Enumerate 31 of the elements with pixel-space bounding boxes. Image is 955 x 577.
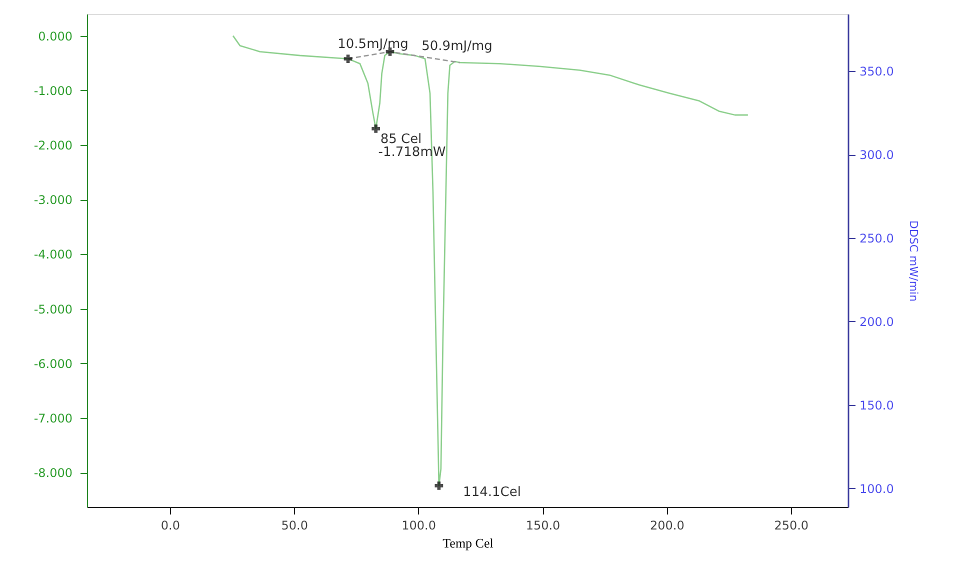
y2-tick-label: 350.0 <box>860 64 894 79</box>
x-tick-label: 50.0 <box>281 518 308 532</box>
annotation: 114.1Cel <box>463 485 521 500</box>
annotation: 10.5mJ/mg <box>338 37 408 52</box>
y2-tick-label: 300.0 <box>860 148 894 162</box>
annotation: 85 Cel <box>380 132 422 147</box>
y-tick-label: -4.000 <box>34 248 72 262</box>
point <box>434 482 444 490</box>
point <box>372 124 380 133</box>
x-tick-label: 250.0 <box>774 518 809 532</box>
y-tick-label: -5.000 <box>34 302 72 316</box>
y2-tick-label: 100.0 <box>860 482 894 496</box>
y2-axis-title: DDSC mW/min <box>906 220 920 302</box>
y-tick-label: 0.000 <box>38 29 72 44</box>
x-axis-title: Temp Cel <box>442 536 494 550</box>
y-tick-label: -3.000 <box>34 193 72 208</box>
x-tick-label: 100.0 <box>402 518 436 532</box>
y-tick-label: -8.000 <box>34 466 72 480</box>
annotation: 50.9mJ/mg <box>422 39 492 54</box>
y2-tick-label: 150.0 <box>860 398 894 412</box>
y-tick-label: -7.000 <box>34 412 72 426</box>
y-tick-label: -2.000 <box>34 138 72 153</box>
y-tick-label: -6.000 <box>34 356 72 371</box>
y2-tick-label: 200.0 <box>860 314 894 329</box>
x-tick-label: 200.0 <box>650 518 684 532</box>
y-tick-label: -1.000 <box>34 84 72 98</box>
x-tick-label: 150.0 <box>526 518 560 532</box>
point <box>344 54 352 63</box>
y2-tick-label: 250.0 <box>860 231 894 246</box>
annotation: -1.718mW <box>378 145 446 160</box>
x-tick-label: 0.0 <box>160 518 180 532</box>
